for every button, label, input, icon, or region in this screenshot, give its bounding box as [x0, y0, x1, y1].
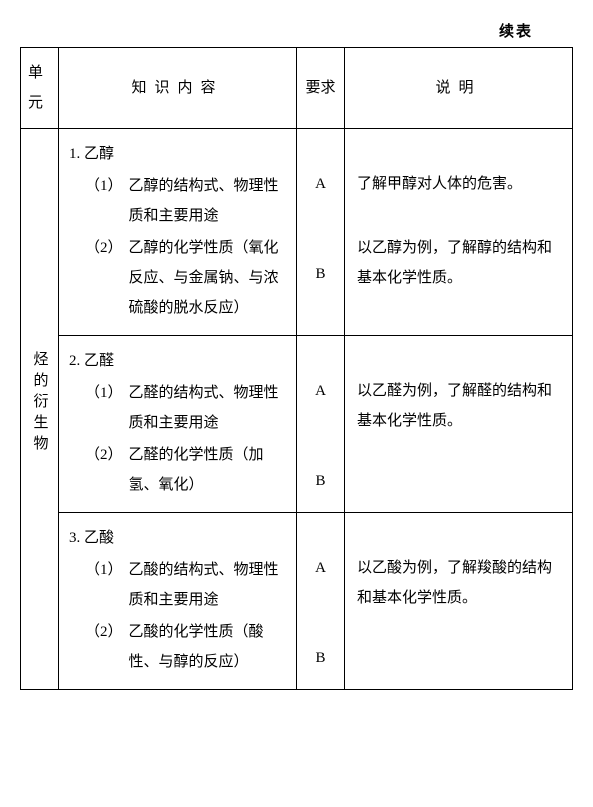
req-spacer: [301, 613, 340, 643]
section-title: 1. 乙醇: [69, 139, 286, 169]
requirement-cell: A B: [297, 336, 345, 513]
sub-item-number: （1）: [69, 378, 129, 408]
explanation-text: 以乙醇为例，了解醇的结构和基本化学性质。: [357, 233, 562, 293]
sub-item-number: （1）: [69, 171, 129, 201]
sub-item: （1） 乙酸的结构式、物理性质和主要用途: [69, 555, 286, 615]
expl-spacer: [357, 203, 562, 233]
explanation-text: 以乙酸为例，了解羧酸的结构和基本化学性质。: [357, 553, 562, 613]
req-spacer: [301, 199, 340, 229]
sub-item: （2） 乙酸的化学性质（酸性、与醇的反应）: [69, 617, 286, 677]
explanation-cell: 以乙酸为例，了解羧酸的结构和基本化学性质。: [345, 513, 573, 690]
sub-item-number: （1）: [69, 555, 129, 585]
req-spacer: [301, 583, 340, 613]
sub-item-text: 乙酸的化学性质（酸性、与醇的反应）: [129, 617, 286, 677]
req-spacer: [301, 523, 340, 553]
section-title: 2. 乙醛: [69, 346, 286, 376]
requirement-value: B: [301, 643, 340, 673]
table-header-row: 单元 知识内容 要求 说明: [21, 48, 573, 129]
requirement-value: B: [301, 466, 340, 496]
req-spacer: [301, 436, 340, 466]
expl-spacer: [357, 523, 562, 553]
table-row: 3. 乙酸 （1） 乙酸的结构式、物理性质和主要用途 （2） 乙酸的化学性质（酸…: [21, 513, 573, 690]
header-unit: 单元: [21, 48, 59, 129]
req-spacer: [301, 139, 340, 169]
sub-item-text: 乙醇的化学性质（氧化反应、与金属钠、与浓硫酸的脱水反应）: [129, 233, 286, 323]
table-row: 烃的衍生物 1. 乙醇 （1） 乙醇的结构式、物理性质和主要用途 （2） 乙醇的…: [21, 129, 573, 336]
table-row: 2. 乙醛 （1） 乙醛的结构式、物理性质和主要用途 （2） 乙醛的化学性质（加…: [21, 336, 573, 513]
header-content: 知识内容: [59, 48, 297, 129]
content-cell: 3. 乙酸 （1） 乙酸的结构式、物理性质和主要用途 （2） 乙酸的化学性质（酸…: [59, 513, 297, 690]
expl-spacer: [357, 139, 562, 169]
sub-item-text: 乙酸的结构式、物理性质和主要用途: [129, 555, 286, 615]
sub-item-number: （2）: [69, 440, 129, 470]
explanation-text: 了解甲醇对人体的危害。: [357, 169, 562, 199]
continued-table-label: 续表: [20, 20, 573, 41]
header-requirement: 要求: [297, 48, 345, 129]
explanation-text: 以乙醛为例，了解醛的结构和基本化学性质。: [357, 376, 562, 436]
requirement-value: A: [301, 169, 340, 199]
sub-item: （1） 乙醛的结构式、物理性质和主要用途: [69, 378, 286, 438]
sub-item-number: （2）: [69, 233, 129, 263]
sub-item-text: 乙醛的结构式、物理性质和主要用途: [129, 378, 286, 438]
expl-spacer: [357, 346, 562, 376]
requirement-value: A: [301, 553, 340, 583]
sub-item-text: 乙醛的化学性质（加氢、氧化）: [129, 440, 286, 500]
req-spacer: [301, 229, 340, 259]
explanation-cell: 了解甲醇对人体的危害。 以乙醇为例，了解醇的结构和基本化学性质。: [345, 129, 573, 336]
sub-item-text: 乙醇的结构式、物理性质和主要用途: [129, 171, 286, 231]
syllabus-table: 单元 知识内容 要求 说明 烃的衍生物 1. 乙醇 （1） 乙醇的结构式、物理性…: [20, 47, 573, 690]
sub-item: （2） 乙醛的化学性质（加氢、氧化）: [69, 440, 286, 500]
header-explanation: 说明: [345, 48, 573, 129]
requirement-cell: A B: [297, 513, 345, 690]
content-cell: 1. 乙醇 （1） 乙醇的结构式、物理性质和主要用途 （2） 乙醇的化学性质（氧…: [59, 129, 297, 336]
requirement-value: B: [301, 259, 340, 289]
sub-item-number: （2）: [69, 617, 129, 647]
explanation-cell: 以乙醛为例，了解醛的结构和基本化学性质。: [345, 336, 573, 513]
sub-item: （2） 乙醇的化学性质（氧化反应、与金属钠、与浓硫酸的脱水反应）: [69, 233, 286, 323]
req-spacer: [301, 406, 340, 436]
content-cell: 2. 乙醛 （1） 乙醛的结构式、物理性质和主要用途 （2） 乙醛的化学性质（加…: [59, 336, 297, 513]
req-spacer: [301, 346, 340, 376]
unit-cell: 烃的衍生物: [21, 129, 59, 690]
requirement-cell: A B: [297, 129, 345, 336]
section-title: 3. 乙酸: [69, 523, 286, 553]
requirement-value: A: [301, 376, 340, 406]
sub-item: （1） 乙醇的结构式、物理性质和主要用途: [69, 171, 286, 231]
unit-label: 烃的衍生物: [25, 351, 55, 456]
